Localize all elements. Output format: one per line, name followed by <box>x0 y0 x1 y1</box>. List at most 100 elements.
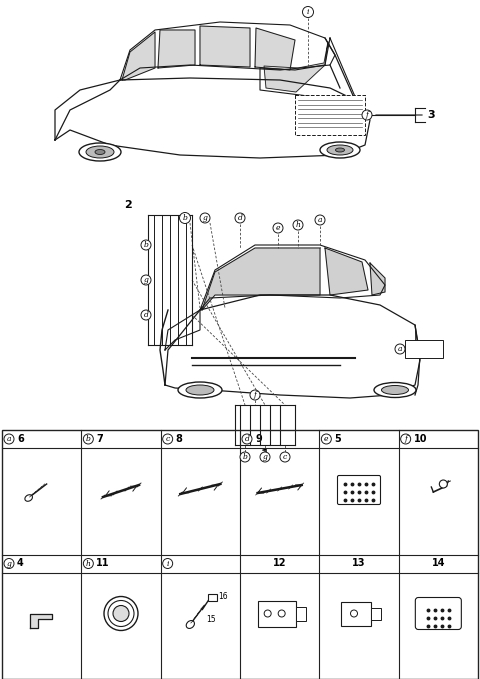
Circle shape <box>315 215 325 225</box>
Polygon shape <box>200 26 250 67</box>
Text: g: g <box>263 453 267 461</box>
Text: 2: 2 <box>124 200 132 210</box>
Text: 15: 15 <box>206 615 216 624</box>
Ellipse shape <box>108 600 134 627</box>
Circle shape <box>141 310 151 320</box>
Text: 4: 4 <box>17 559 24 568</box>
Text: 13: 13 <box>352 559 366 568</box>
Text: 12: 12 <box>273 559 287 568</box>
Bar <box>405 340 443 358</box>
Circle shape <box>240 452 250 462</box>
Polygon shape <box>260 38 365 120</box>
Text: g: g <box>7 559 12 568</box>
Text: d: d <box>238 214 242 222</box>
Circle shape <box>321 434 331 444</box>
FancyBboxPatch shape <box>208 593 217 600</box>
Ellipse shape <box>86 146 114 158</box>
Circle shape <box>395 344 405 354</box>
Text: 5: 5 <box>335 434 341 444</box>
Ellipse shape <box>113 606 129 621</box>
Text: 10: 10 <box>414 434 427 444</box>
Polygon shape <box>255 28 295 70</box>
Text: b: b <box>86 435 91 443</box>
Text: b: b <box>182 214 187 222</box>
Polygon shape <box>264 42 328 92</box>
Circle shape <box>439 480 447 488</box>
Circle shape <box>163 559 173 568</box>
Polygon shape <box>200 245 385 310</box>
Text: b: b <box>144 241 148 249</box>
Text: e: e <box>276 224 280 232</box>
Ellipse shape <box>104 596 138 631</box>
Circle shape <box>141 240 151 250</box>
Circle shape <box>362 110 372 120</box>
Text: b: b <box>242 453 247 461</box>
Ellipse shape <box>278 610 285 617</box>
Text: h: h <box>86 559 91 568</box>
Circle shape <box>4 559 14 568</box>
Ellipse shape <box>264 610 271 617</box>
Text: d: d <box>245 435 250 443</box>
Bar <box>2 430 478 679</box>
Ellipse shape <box>25 495 33 501</box>
Ellipse shape <box>374 382 416 397</box>
Circle shape <box>260 452 270 462</box>
Polygon shape <box>370 263 385 295</box>
Text: c: c <box>283 453 287 461</box>
Text: f: f <box>404 435 407 443</box>
Circle shape <box>163 434 173 444</box>
Text: h: h <box>296 221 300 229</box>
Circle shape <box>280 452 290 462</box>
Bar <box>258 600 296 627</box>
Text: 16: 16 <box>218 592 228 601</box>
Bar <box>341 602 371 625</box>
Circle shape <box>141 275 151 285</box>
Text: 9: 9 <box>255 434 262 444</box>
Ellipse shape <box>336 148 345 152</box>
Bar <box>296 606 306 621</box>
Text: g: g <box>203 214 207 222</box>
Text: i: i <box>167 559 169 568</box>
Text: g: g <box>144 276 148 284</box>
Text: 3: 3 <box>427 110 434 120</box>
Bar <box>371 608 381 619</box>
Ellipse shape <box>79 143 121 161</box>
Text: e: e <box>324 435 329 443</box>
FancyBboxPatch shape <box>337 475 381 504</box>
Text: 11: 11 <box>96 559 110 568</box>
Ellipse shape <box>350 610 358 617</box>
Circle shape <box>200 213 210 223</box>
Bar <box>295 95 365 135</box>
Polygon shape <box>165 310 200 350</box>
Circle shape <box>242 434 252 444</box>
Text: 1: 1 <box>261 449 269 462</box>
Ellipse shape <box>178 382 222 398</box>
Circle shape <box>250 390 260 400</box>
Polygon shape <box>202 248 320 310</box>
Ellipse shape <box>186 385 214 395</box>
Circle shape <box>293 220 303 230</box>
Ellipse shape <box>382 386 408 394</box>
Polygon shape <box>325 248 368 295</box>
Polygon shape <box>30 614 52 627</box>
Ellipse shape <box>186 621 194 629</box>
Circle shape <box>401 434 411 444</box>
Ellipse shape <box>95 149 105 155</box>
Polygon shape <box>55 78 370 158</box>
Circle shape <box>273 223 283 233</box>
FancyBboxPatch shape <box>415 598 461 629</box>
Circle shape <box>180 213 191 223</box>
Text: a: a <box>318 216 322 224</box>
Ellipse shape <box>320 142 360 158</box>
Circle shape <box>84 434 93 444</box>
Circle shape <box>4 434 14 444</box>
Text: 6: 6 <box>17 434 24 444</box>
Circle shape <box>235 213 245 223</box>
Text: c: c <box>166 435 170 443</box>
Text: 14: 14 <box>432 559 445 568</box>
Polygon shape <box>158 30 195 68</box>
Polygon shape <box>120 22 335 80</box>
Text: 7: 7 <box>96 434 103 444</box>
Polygon shape <box>165 295 420 398</box>
Text: a: a <box>7 435 11 443</box>
